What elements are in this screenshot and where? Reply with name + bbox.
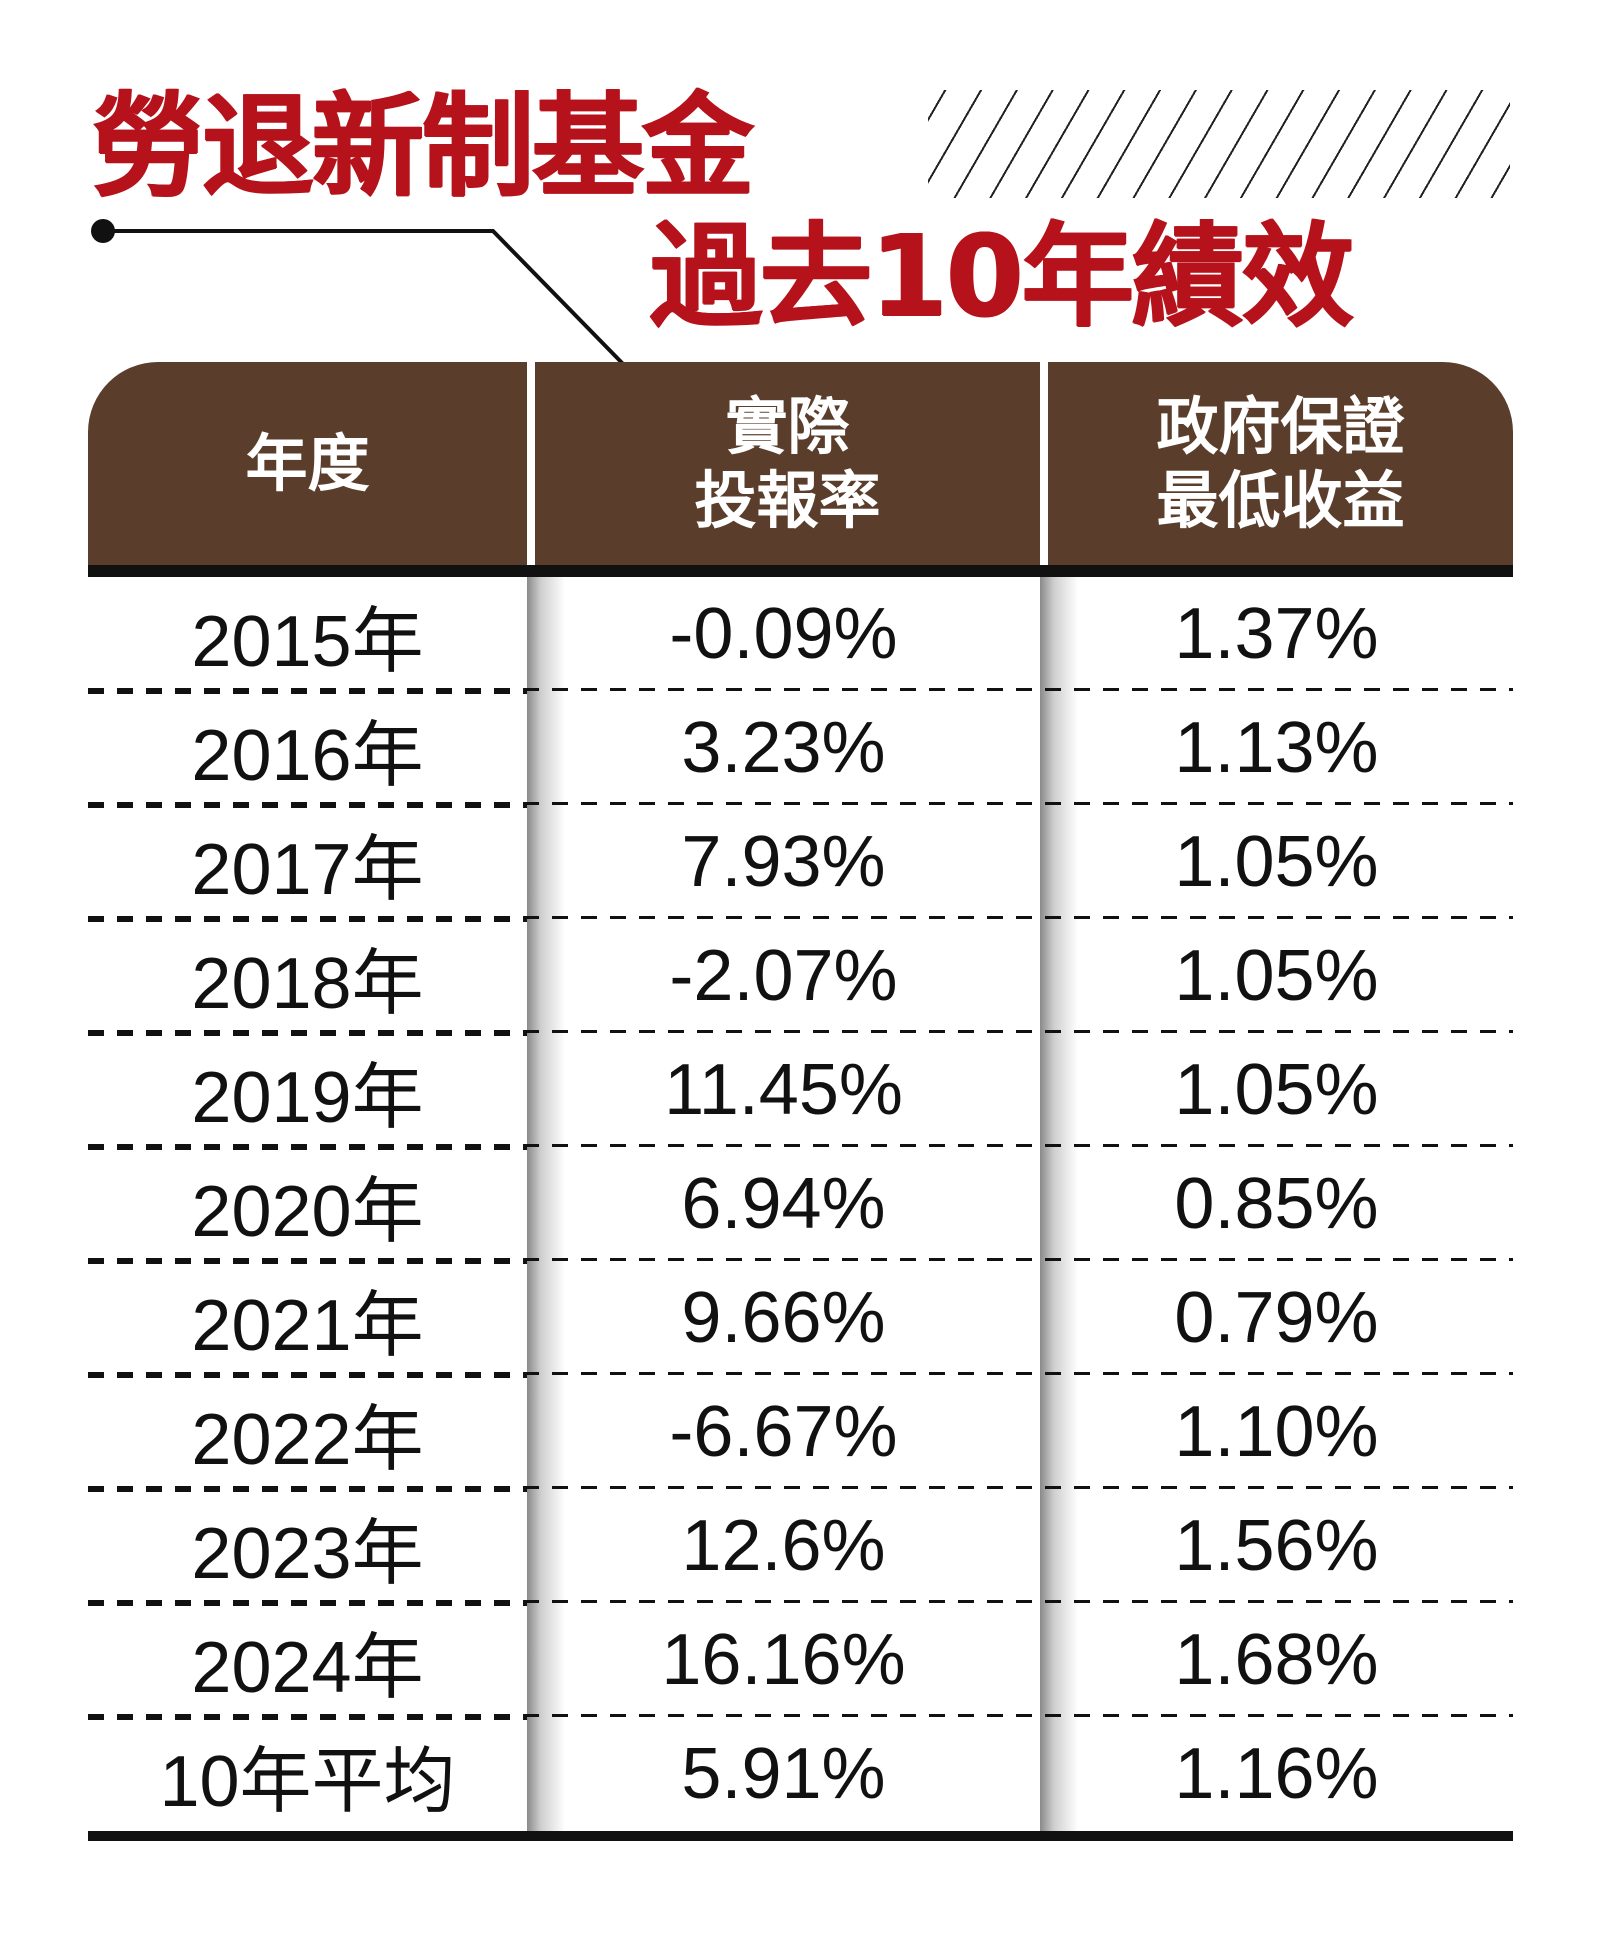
cell-year: 2019年 <box>191 1057 424 1138</box>
cell-actual: 3.23% <box>527 691 1040 805</box>
decorative-hatch-pattern <box>928 90 1510 198</box>
cell-actual: 7.93% <box>527 805 1040 919</box>
table-header: 年度 實際 投報率 政府保證 最低收益 <box>88 362 1513 565</box>
cell-guaranteed: 1.05% <box>1040 805 1513 919</box>
title-line-2: 過去10年績效 <box>650 212 1354 342</box>
header-actual-return: 實際 投報率 <box>527 362 1040 565</box>
cell-guaranteed: 1.13% <box>1040 691 1513 805</box>
cell-actual: 5.91% <box>527 1717 1040 1831</box>
cell-actual: -2.07% <box>527 919 1040 1033</box>
cell-guaranteed: 1.16% <box>1040 1717 1513 1831</box>
cell-guaranteed: 1.05% <box>1040 919 1513 1033</box>
cell-actual: -0.09% <box>527 577 1040 691</box>
cell-guaranteed: 1.05% <box>1040 1033 1513 1147</box>
cell-year: 2018年 <box>191 943 424 1024</box>
header-guaranteed-minimum: 政府保證 最低收益 <box>1040 362 1513 565</box>
cell-year: 2024年 <box>191 1627 424 1708</box>
cell-actual: 16.16% <box>527 1603 1040 1717</box>
cell-guaranteed: 1.68% <box>1040 1603 1513 1717</box>
cell-year: 2022年 <box>191 1399 424 1480</box>
title-line-1: 勞退新制基金 <box>92 82 754 212</box>
table-row: 2016年 3.23% 1.13% <box>88 691 1513 808</box>
header-divider <box>88 565 1513 577</box>
cell-year: 10年平均 <box>159 1741 456 1822</box>
cell-actual: 11.45% <box>527 1033 1040 1147</box>
cell-actual: 6.94% <box>527 1147 1040 1261</box>
table-row: 2015年 -0.09% 1.37% <box>88 577 1513 694</box>
cell-year: 2021年 <box>191 1285 424 1366</box>
table-row: 2022年 -6.67% 1.10% <box>88 1375 1513 1492</box>
cell-guaranteed: 1.37% <box>1040 577 1513 691</box>
table-row: 2021年 9.66% 0.79% <box>88 1261 1513 1378</box>
table-bottom-rule <box>88 1831 1513 1841</box>
performance-table: 年度 實際 投報率 政府保證 最低收益 2015年 -0.09% 1.37% 2… <box>88 362 1513 1841</box>
cell-year: 2015年 <box>191 601 424 682</box>
cell-actual: -6.67% <box>527 1375 1040 1489</box>
table-row: 2019年 11.45% 1.05% <box>88 1033 1513 1150</box>
header-year: 年度 <box>245 426 370 500</box>
table-row: 2018年 -2.07% 1.05% <box>88 919 1513 1036</box>
leader-line-icon <box>91 219 629 370</box>
table-row: 2023年 12.6% 1.56% <box>88 1489 1513 1606</box>
cell-guaranteed: 0.79% <box>1040 1261 1513 1375</box>
table-row-average: 10年平均 5.91% 1.16% <box>88 1717 1513 1831</box>
table-row: 2017年 7.93% 1.05% <box>88 805 1513 922</box>
cell-year: 2023年 <box>191 1513 424 1594</box>
cell-guaranteed: 1.10% <box>1040 1375 1513 1489</box>
table-row: 2020年 6.94% 0.85% <box>88 1147 1513 1264</box>
cell-guaranteed: 1.56% <box>1040 1489 1513 1603</box>
cell-actual: 9.66% <box>527 1261 1040 1375</box>
cell-year: 2020年 <box>191 1171 424 1252</box>
cell-guaranteed: 0.85% <box>1040 1147 1513 1261</box>
table-row: 2024年 16.16% 1.68% <box>88 1603 1513 1720</box>
cell-actual: 12.6% <box>527 1489 1040 1603</box>
cell-year: 2017年 <box>191 829 424 910</box>
cell-year: 2016年 <box>191 715 424 796</box>
